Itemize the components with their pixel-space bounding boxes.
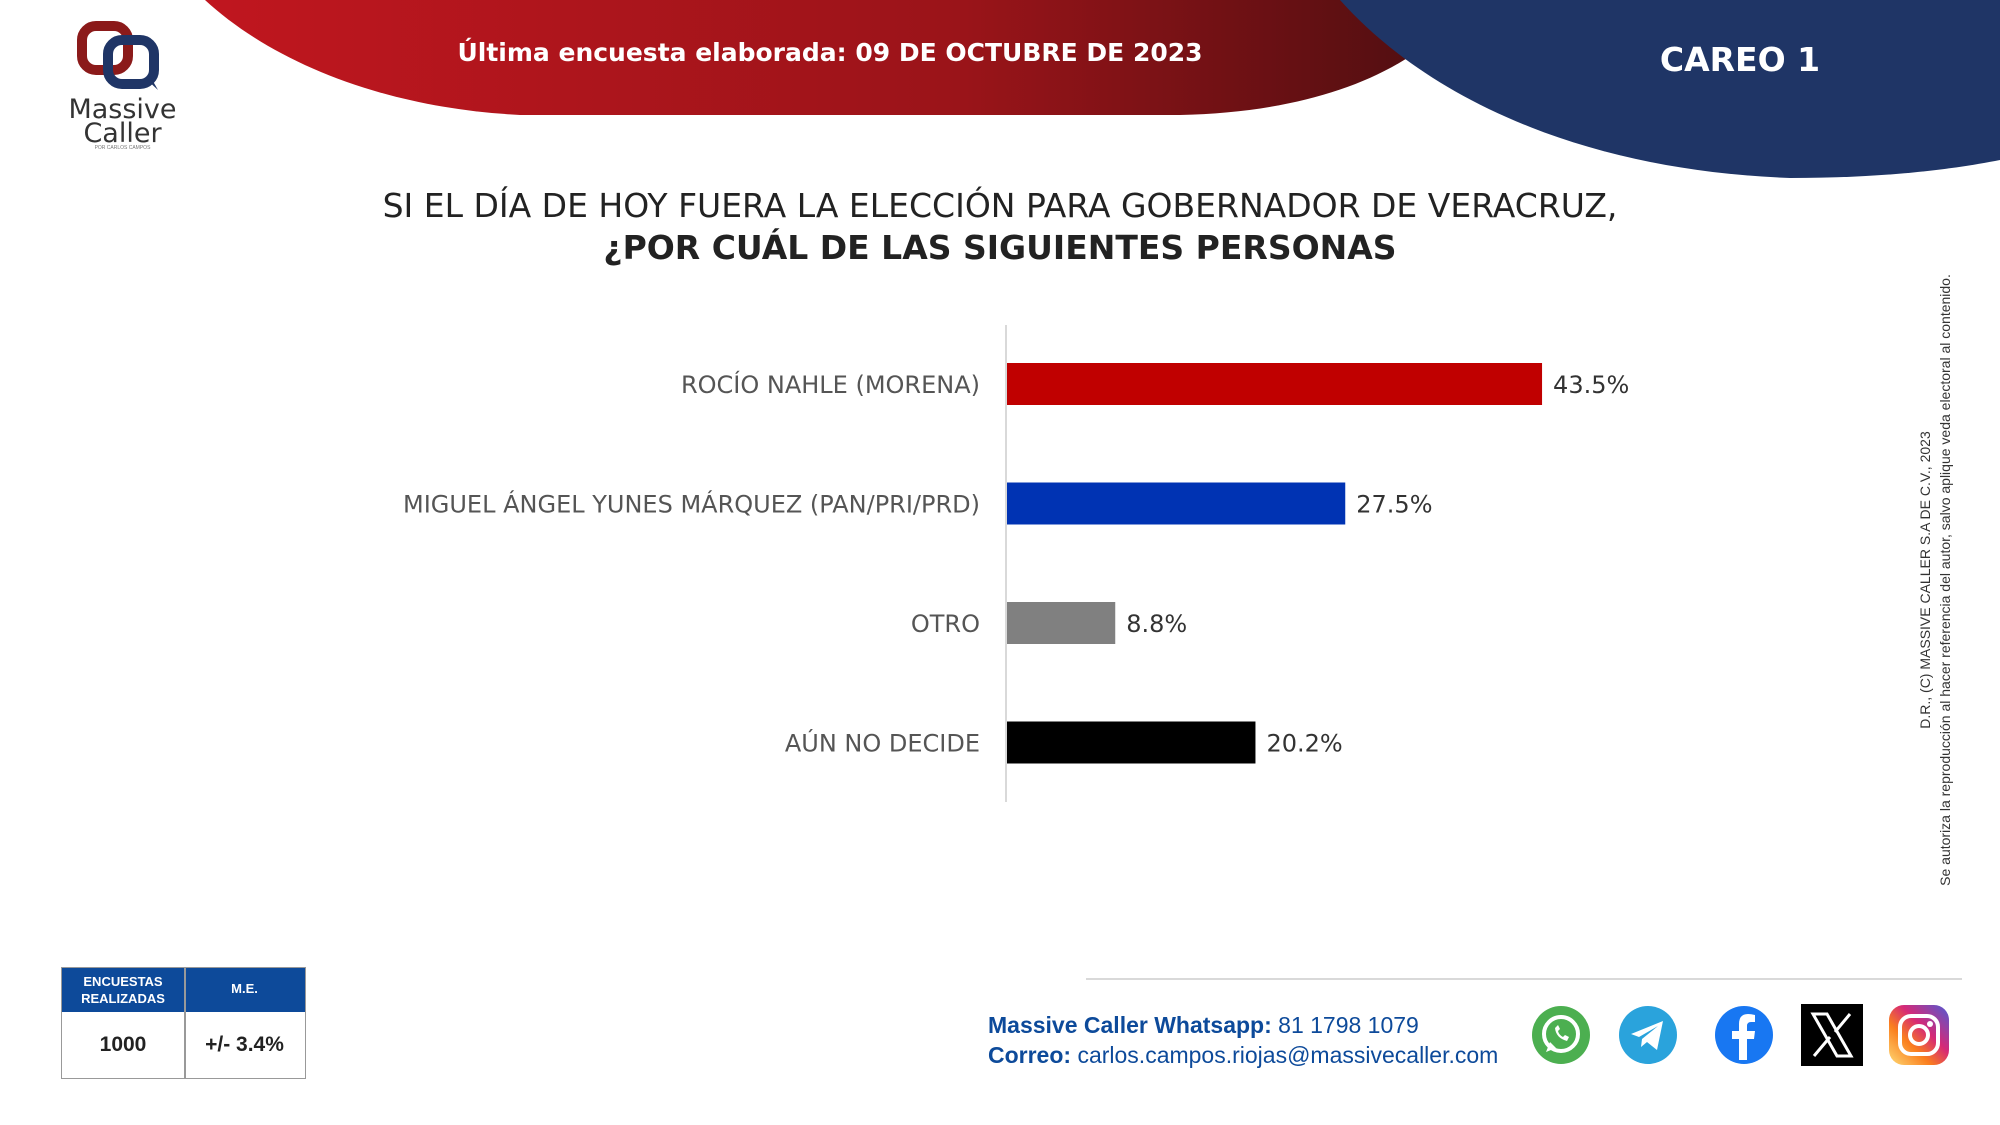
question-line-2: ¿POR CUÁL DE LAS SIGUIENTES PERSONAS: [603, 228, 1397, 267]
copyright-notice: D.R., (C) MASSIVE CALLER S.A DE C.V., 20…: [1915, 230, 1955, 930]
category-label-1: MIGUEL ÁNGEL YUNES MÁRQUEZ (PAN/PRI/PRD): [403, 490, 980, 519]
survey-date: Última encuesta elaborada: 09 DE OCTUBRE…: [457, 38, 1203, 67]
category-label-3: AÚN NO DECIDE: [785, 728, 980, 758]
category-label-0: ROCÍO NAHLE (MORENA): [681, 370, 980, 399]
margin-header: M.E.: [231, 981, 258, 996]
logo-text-massive: Massive: [68, 94, 177, 125]
email-address[interactable]: carlos.campos.riojas@massivecaller.com: [1071, 1042, 1499, 1068]
value-label-1: 27.5%: [1356, 491, 1432, 519]
logo-mark-icon: [77, 21, 159, 90]
bar-1: [1007, 482, 1346, 525]
stats-divider: [184, 968, 186, 1078]
facebook-icon[interactable]: [1713, 1004, 1775, 1066]
x-icon[interactable]: [1801, 1004, 1863, 1066]
value-label-0: 43.5%: [1553, 371, 1629, 399]
logo-text-caller: Caller: [83, 118, 162, 149]
surveys-header: ENCUESTAS REALIZADAS: [81, 974, 165, 1006]
whatsapp-contact: Massive Caller Whatsapp: 81 1798 1079: [988, 1012, 1419, 1039]
careo-title: CAREO 1: [1659, 40, 1821, 79]
category-label-2: OTRO: [911, 610, 980, 638]
stats-header-row: [62, 968, 305, 1012]
value-label-2: 8.8%: [1126, 610, 1187, 638]
email-contact: Correo: carlos.campos.riojas@massivecall…: [988, 1042, 1498, 1069]
contact-divider: [1086, 978, 1962, 980]
email-label: Correo:: [988, 1042, 1072, 1068]
instagram-icon[interactable]: [1888, 1004, 1950, 1066]
copyright-line-1: D.R., (C) MASSIVE CALLER S.A DE C.V., 20…: [1917, 431, 1933, 729]
telegram-icon[interactable]: [1617, 1004, 1679, 1066]
bar-0: [1007, 363, 1543, 405]
survey-stats-table: ENCUESTAS REALIZADAS M.E. 1000 +/- 3.4%: [61, 967, 306, 1079]
bar-2: [1007, 602, 1116, 644]
question-line-1: SI EL DÍA DE HOY FUERA LA ELECCIÓN PARA …: [382, 186, 1618, 225]
logo-tagline: POR CARLOS CAMPOS: [94, 145, 151, 151]
massive-caller-logo: Massive Caller POR CARLOS CAMPOS: [60, 18, 185, 158]
margin-value: +/- 3.4%: [205, 1033, 284, 1056]
surveys-value: 1000: [99, 1033, 147, 1056]
copyright-line-2: Se autoriza la reproducción al hacer ref…: [1937, 274, 1953, 886]
whatsapp-icon[interactable]: [1530, 1004, 1592, 1066]
whatsapp-label: Massive Caller Whatsapp:: [988, 1012, 1272, 1038]
bar-3: [1007, 721, 1256, 764]
value-label-3: 20.2%: [1266, 730, 1342, 758]
whatsapp-number[interactable]: 81 1798 1079: [1271, 1012, 1419, 1038]
